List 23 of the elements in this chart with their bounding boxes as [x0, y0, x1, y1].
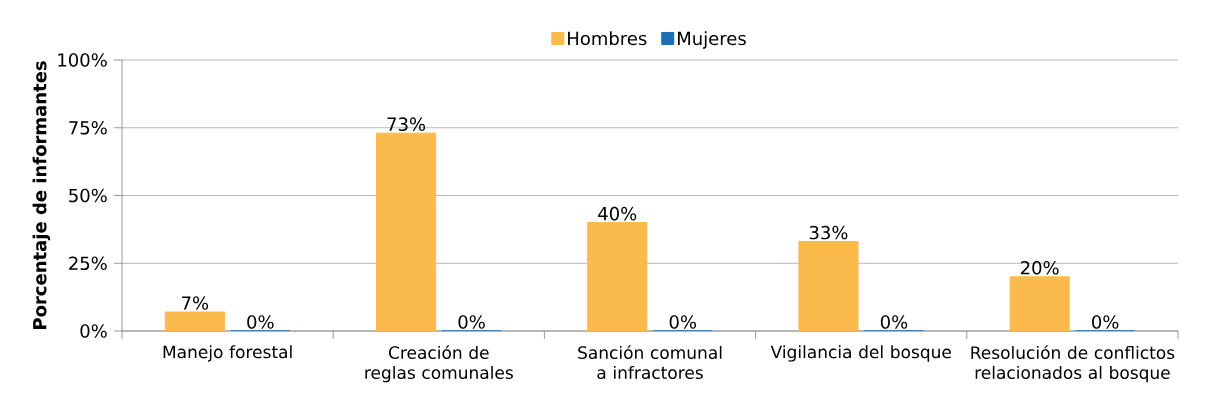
- x-tick-label: Creación de reglas comunales: [365, 345, 513, 383]
- y-tick-label: 50%: [69, 188, 107, 203]
- x-tick-label: Manejo forestal: [163, 345, 292, 362]
- data-label: 20%: [1020, 260, 1059, 275]
- x-tick-label: Vigilancia del bosque: [770, 345, 951, 362]
- x-tick-label: Resolución de conflictos relacionados al bosque: [971, 345, 1175, 383]
- y-tick-label: 25%: [69, 256, 107, 271]
- y-tick-label: 100%: [58, 53, 107, 67]
- legend-label: Mujeres: [678, 31, 746, 49]
- x-tick-label: Sanción comunal a infractores: [578, 345, 722, 380]
- legend-label: Hombres: [568, 31, 647, 46]
- data-label: 40%: [598, 206, 637, 221]
- data-label: 7%: [182, 296, 209, 310]
- y-axis-title: Porcentaje de informantes: [32, 61, 51, 329]
- data-label: 33%: [809, 225, 848, 240]
- data-label: 0%: [880, 315, 908, 329]
- y-tick-label: 0%: [80, 324, 107, 338]
- y-tick-label: 75%: [69, 120, 107, 135]
- data-label: 0%: [669, 315, 697, 329]
- data-label: 0%: [458, 315, 485, 329]
- data-label: 73%: [387, 117, 426, 131]
- data-label: 0%: [1092, 315, 1119, 329]
- data-label: 0%: [247, 315, 274, 329]
